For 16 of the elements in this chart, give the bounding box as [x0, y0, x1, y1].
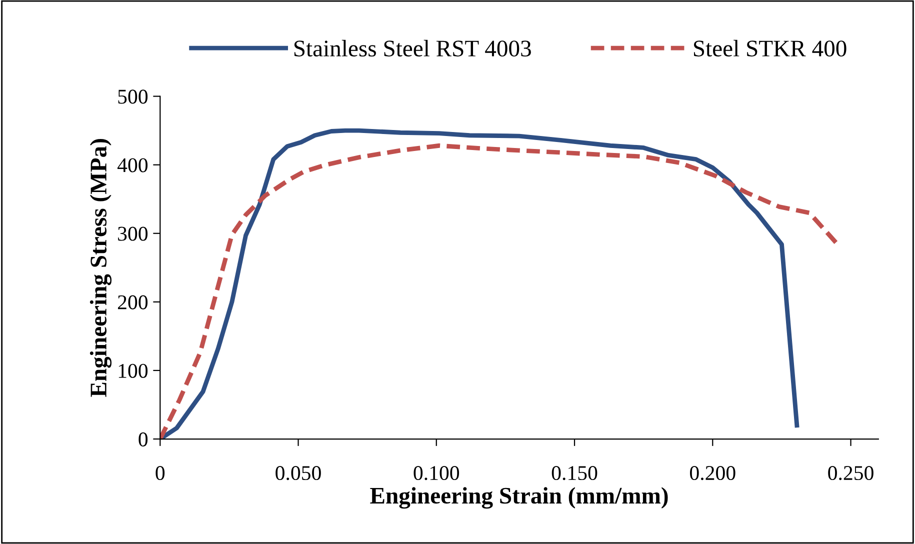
y-axis-title: Engineering Stress (MPa) [90, 139, 112, 397]
x-tick-label: 0.250 [828, 466, 874, 480]
y-tick-label: 300 [118, 226, 148, 241]
x-tick-label: 0 [156, 466, 165, 480]
legend-label: Steel STKR 400 [694, 40, 846, 57]
x-axis-title: Engineering Strain (mm/mm) [370, 487, 668, 509]
y-tick-label: 100 [118, 364, 148, 378]
y-tick-label: 500 [118, 90, 148, 104]
x-tick-label: 0.150 [552, 466, 598, 480]
y-tick-label: 0 [138, 432, 148, 446]
legend-label: Stainless Steel RST 4003 [294, 40, 531, 57]
x-tick-label: 0.100 [414, 466, 460, 480]
y-tick-label: 400 [117, 158, 148, 172]
x-tick-label: 0.200 [690, 466, 736, 480]
y-tick-label: 200 [118, 295, 148, 310]
x-tick-label: 0.050 [276, 466, 321, 480]
